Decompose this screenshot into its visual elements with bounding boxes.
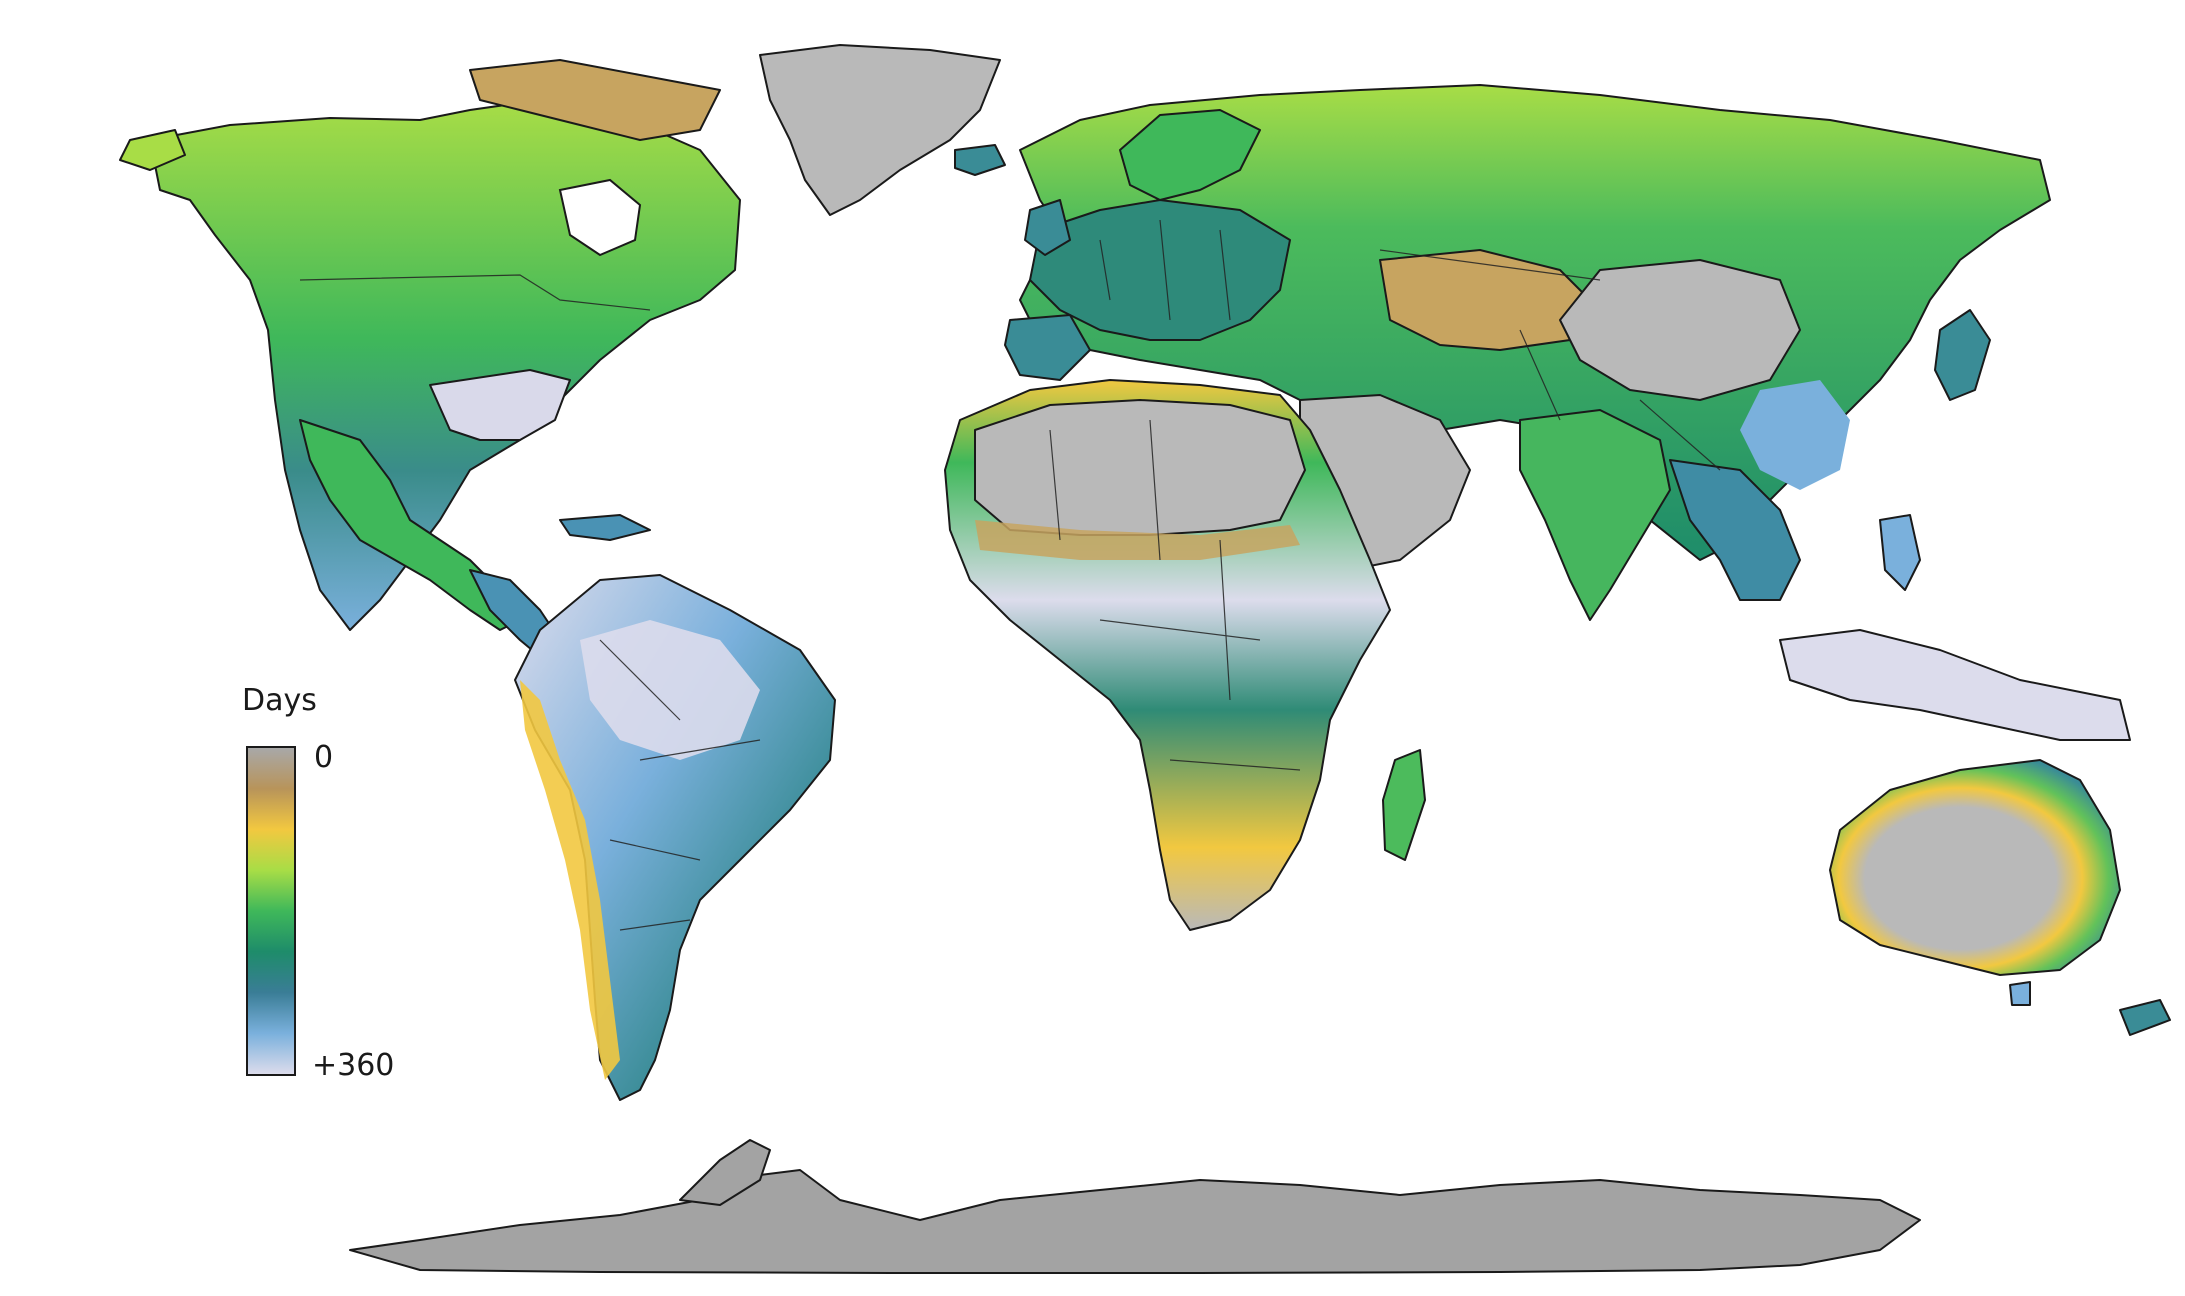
amazon-basin (580, 620, 760, 760)
philippines (1879, 514, 1921, 591)
greenland (759, 44, 1001, 216)
madagascar (1382, 749, 1426, 861)
africa-borders (1049, 419, 1301, 771)
andes-yellow (520, 680, 620, 1080)
alaska-west (119, 129, 186, 171)
antarctica (349, 1169, 1921, 1274)
legend-title: Days (242, 683, 317, 718)
india (1519, 409, 1671, 621)
australia (1829, 759, 2121, 976)
eastern-us (429, 369, 571, 441)
scandinavia (1119, 109, 1261, 201)
europe-borders (1099, 219, 1231, 321)
british-isles (1024, 199, 1071, 256)
sahel-band (975, 520, 1300, 560)
iberia (1004, 314, 1091, 381)
iceland (954, 144, 1006, 176)
south-america-borders (599, 639, 761, 931)
sahara (974, 399, 1306, 536)
legend-color-bar (246, 746, 296, 1076)
canada-hudson-bay (558, 178, 642, 257)
tasmania (2009, 981, 2031, 1006)
legend-min-label: 0 (314, 740, 334, 775)
new-zealand (2119, 999, 2171, 1036)
japan (1934, 309, 1991, 401)
us-canada-border (299, 274, 651, 311)
southeast-asia (1669, 459, 1801, 601)
antarctic-peninsula (679, 1139, 771, 1206)
china-desert (1559, 259, 1801, 401)
indonesia (1779, 629, 2131, 741)
arctic-islands (469, 59, 721, 141)
east-china (1740, 380, 1850, 490)
asia-borders (1379, 249, 1721, 471)
legend-max-label: +360 (312, 1048, 395, 1083)
cuba (559, 514, 651, 541)
